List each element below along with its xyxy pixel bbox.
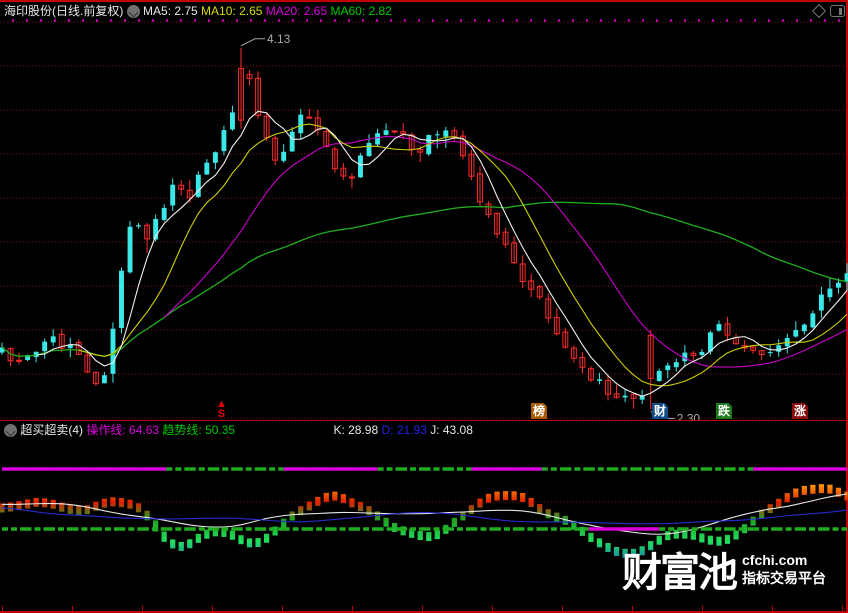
svg-text:4.13: 4.13 — [267, 32, 291, 46]
svg-text:2.30: 2.30 — [677, 411, 701, 420]
